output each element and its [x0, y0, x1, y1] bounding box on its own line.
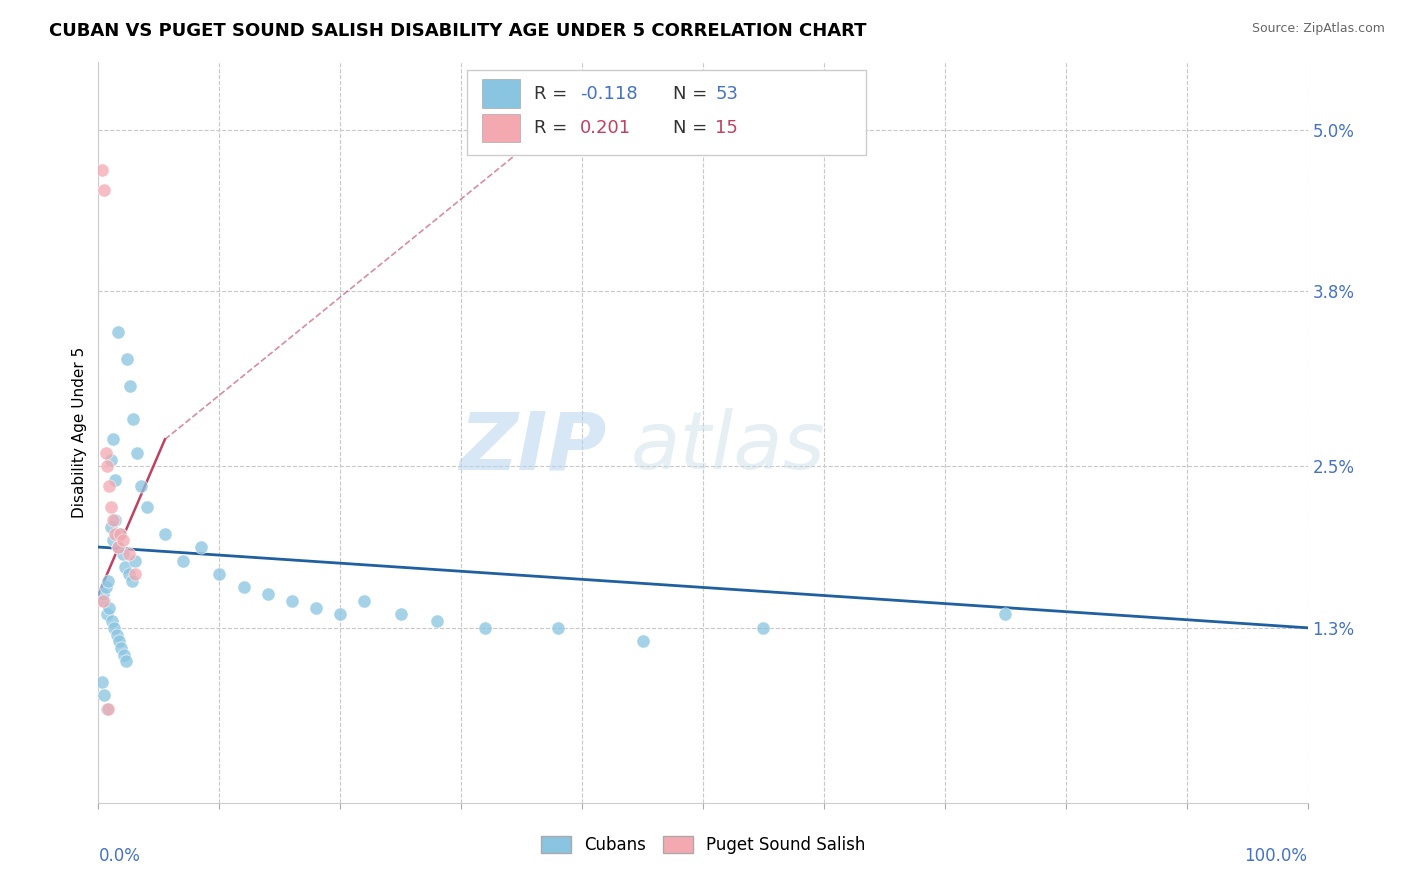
FancyBboxPatch shape — [482, 113, 520, 142]
Point — [97, 701, 120, 715]
Point — [107, 540, 129, 554]
Point — [104, 526, 127, 541]
Point — [135, 500, 157, 514]
Point — [93, 183, 115, 197]
Point — [281, 594, 304, 608]
Point — [547, 621, 569, 635]
Point — [97, 574, 120, 588]
Text: 0.201: 0.201 — [579, 119, 631, 136]
Point — [93, 594, 115, 608]
Point — [100, 452, 122, 467]
Legend: Cubans, Puget Sound Salish: Cubans, Puget Sound Salish — [534, 830, 872, 861]
Point — [93, 688, 115, 702]
Point — [108, 526, 131, 541]
Point — [994, 607, 1017, 622]
Point — [118, 378, 141, 392]
Text: Source: ZipAtlas.com: Source: ZipAtlas.com — [1251, 22, 1385, 36]
Text: CUBAN VS PUGET SOUND SALISH DISABILITY AGE UNDER 5 CORRELATION CHART: CUBAN VS PUGET SOUND SALISH DISABILITY A… — [49, 22, 866, 40]
Point — [474, 621, 496, 635]
Point — [111, 547, 134, 561]
Point — [127, 446, 149, 460]
Text: 15: 15 — [716, 119, 738, 136]
Point — [100, 500, 122, 514]
Text: N =: N = — [672, 119, 713, 136]
Point — [101, 533, 124, 548]
Point — [104, 473, 127, 487]
Point — [129, 479, 152, 493]
Point — [256, 587, 278, 601]
Point — [108, 526, 131, 541]
Point — [101, 513, 124, 527]
Point — [91, 674, 114, 689]
Point — [111, 533, 134, 548]
Point — [329, 607, 352, 622]
Text: -0.118: -0.118 — [579, 85, 637, 103]
Point — [100, 614, 122, 628]
Point — [91, 587, 114, 601]
Point — [98, 479, 121, 493]
Point — [104, 513, 127, 527]
Point — [101, 433, 124, 447]
Point — [96, 701, 118, 715]
Point — [107, 540, 129, 554]
Point — [124, 553, 146, 567]
Point — [631, 634, 654, 648]
Point — [91, 594, 114, 608]
Point — [353, 594, 375, 608]
Point — [153, 526, 176, 541]
FancyBboxPatch shape — [482, 79, 520, 108]
Text: 100.0%: 100.0% — [1244, 847, 1308, 865]
Text: atlas: atlas — [630, 409, 825, 486]
Point — [122, 412, 145, 426]
Point — [190, 540, 212, 554]
Point — [112, 648, 135, 662]
Point — [94, 581, 117, 595]
Point — [107, 325, 129, 339]
Point — [105, 627, 128, 641]
Point — [208, 566, 231, 581]
Point — [96, 459, 118, 474]
FancyBboxPatch shape — [467, 70, 866, 155]
Point — [96, 607, 118, 622]
Point — [115, 655, 138, 669]
Point — [118, 566, 141, 581]
Text: R =: R = — [534, 85, 572, 103]
Point — [114, 560, 136, 574]
Point — [124, 566, 146, 581]
Point — [110, 640, 132, 655]
Text: N =: N = — [672, 85, 713, 103]
Point — [118, 547, 141, 561]
Point — [752, 621, 775, 635]
Text: R =: R = — [534, 119, 572, 136]
Point — [103, 621, 125, 635]
Point — [389, 607, 412, 622]
Point — [108, 634, 131, 648]
Point — [117, 351, 139, 366]
Point — [98, 600, 121, 615]
Point — [121, 574, 143, 588]
Point — [100, 520, 122, 534]
Point — [232, 581, 254, 595]
Point — [305, 600, 328, 615]
Text: 53: 53 — [716, 85, 738, 103]
Text: 0.0%: 0.0% — [98, 847, 141, 865]
Point — [172, 553, 194, 567]
Point — [91, 163, 114, 178]
Y-axis label: Disability Age Under 5: Disability Age Under 5 — [72, 347, 87, 518]
Point — [426, 614, 449, 628]
Point — [94, 446, 117, 460]
Text: ZIP: ZIP — [458, 409, 606, 486]
